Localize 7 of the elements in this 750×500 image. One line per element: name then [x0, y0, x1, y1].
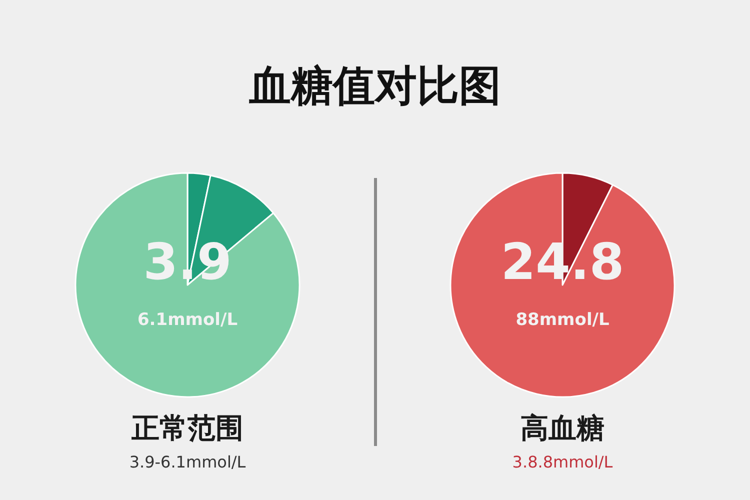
- text: 88mmol/L: [516, 310, 610, 330]
- text: 正常范围: [130, 412, 244, 444]
- text: 高血糖: [520, 412, 604, 444]
- text: 6.1mmol/L: [137, 310, 238, 330]
- chart-title: 血糖值对比图: [248, 60, 502, 112]
- text: 3.8.8mmol/L: [512, 452, 613, 472]
- text: 3.9-6.1mmol/L: [129, 452, 246, 472]
